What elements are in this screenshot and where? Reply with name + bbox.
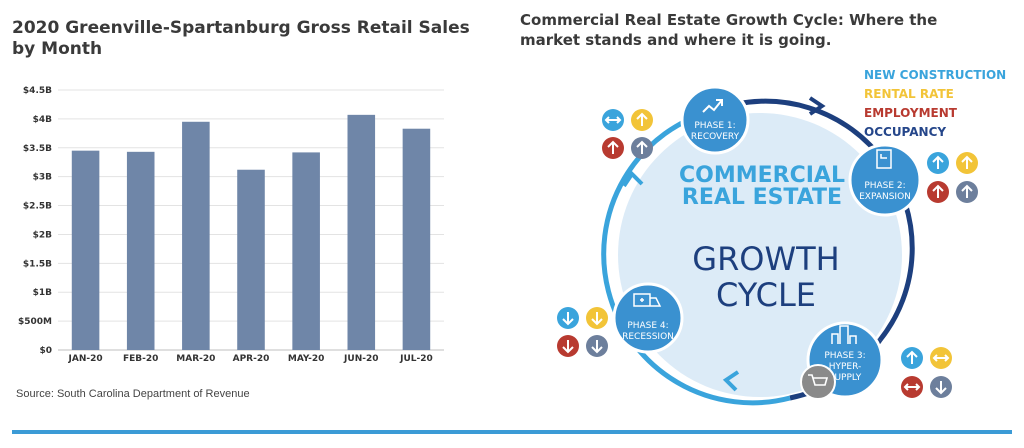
left-right-arrow-icon xyxy=(903,383,921,391)
bar-jul-20 xyxy=(402,128,431,350)
center-line-4: CYCLE xyxy=(716,276,816,314)
y-tick-label: $1.5B xyxy=(23,259,52,269)
up-arrow-icon xyxy=(932,155,944,169)
cart-icon-badge xyxy=(800,364,836,400)
phase-1-recovery: PHASE 1: RECOVERY xyxy=(680,85,750,155)
legend-employment: EMPLOYMENT xyxy=(864,106,957,120)
x-tick-label: JAN-20 xyxy=(68,354,103,364)
cycle-arrow-left xyxy=(622,170,644,188)
buildings-icon xyxy=(831,325,857,344)
y-tick-label: $3B xyxy=(33,173,53,183)
cart-icon xyxy=(808,374,829,386)
svg-text:PHASE 1:: PHASE 1: xyxy=(694,121,735,131)
bottom-accent-bar xyxy=(12,430,1012,434)
down-arrow-icon xyxy=(562,312,574,326)
source-note: Source: South Carolina Department of Rev… xyxy=(16,388,250,400)
y-tick-label: $2.5B xyxy=(23,202,52,212)
x-tick-label: MAY-20 xyxy=(288,354,325,364)
y-tick-label: $1B xyxy=(33,288,53,298)
down-arrow-icon xyxy=(935,381,947,395)
x-tick-label: JUL-20 xyxy=(399,354,433,364)
up-arrow-icon xyxy=(961,155,973,169)
indicator-legend: NEW CONSTRUCTION RENTAL RATE EMPLOYMENT … xyxy=(864,66,1006,142)
up-arrow-icon xyxy=(906,350,918,364)
down-arrow-icon xyxy=(591,312,603,326)
legend-occupancy: OCCUPANCY xyxy=(864,125,947,139)
bar-may-20 xyxy=(292,152,320,350)
cycle-arrow-bottom xyxy=(722,370,740,392)
cycle-ring-light xyxy=(601,107,791,406)
down-arrow-icon xyxy=(591,340,603,354)
x-tick-label: JUN-20 xyxy=(343,354,378,364)
bar-jun-20 xyxy=(347,114,376,350)
phase-4-indicators xyxy=(557,307,608,357)
phase-2-expansion: PHASE 2: EXPANSION xyxy=(848,143,922,217)
x-tick-label: MAR-20 xyxy=(176,354,215,364)
svg-text:SUPPLY: SUPPLY xyxy=(829,373,862,383)
svg-text:EXPANSION: EXPANSION xyxy=(859,192,911,202)
y-tick-label: $3.5B xyxy=(23,144,52,154)
left-right-arrow-icon xyxy=(604,116,622,124)
phase-3-indicators xyxy=(901,347,952,398)
cycle-arrow-top xyxy=(808,96,826,116)
svg-text:HYPER-: HYPER- xyxy=(829,362,862,372)
y-tick-label: $500M xyxy=(18,317,52,327)
bar-mar-20 xyxy=(182,121,210,351)
center-line-2: REAL ESTATE xyxy=(682,185,842,210)
svg-text:RECOVERY: RECOVERY xyxy=(691,132,740,142)
retail-sales-bar-chart: $0$500M$1B$1.5B$2B$2.5B$3B$3.5B$4B$4.5B … xyxy=(18,86,444,364)
bar-jan-20 xyxy=(71,150,100,350)
down-arrow-icon xyxy=(562,340,574,354)
phase-3-hypersupply: PHASE 3: HYPER- SUPPLY xyxy=(800,321,884,400)
svg-text:RECESSION: RECESSION xyxy=(622,332,674,342)
legend-new-construction: NEW CONSTRUCTION xyxy=(864,68,1007,82)
cycle-title: Commercial Real Estate Growth Cycle: Whe… xyxy=(520,11,938,49)
y-tick-label: $4B xyxy=(33,115,53,125)
up-arrow-icon xyxy=(636,112,648,126)
bar-apr-20 xyxy=(237,169,265,350)
up-arrow-icon xyxy=(961,184,973,198)
phase-4-recession: PHASE 4: RECESSION xyxy=(612,282,684,354)
y-tick-label: $0 xyxy=(39,346,52,356)
y-tick-label: $2B xyxy=(33,230,53,240)
x-tick-label: FEB-20 xyxy=(123,354,158,364)
center-line-1: COMMERCIAL xyxy=(679,163,845,188)
x-tick-label: APR-20 xyxy=(233,354,270,364)
chart-title: 2020 Greenville-Spartanburg Gross Retail… xyxy=(12,18,470,59)
up-arrow-icon xyxy=(932,184,944,198)
blueprint-icon xyxy=(876,149,892,169)
phase-2-indicators xyxy=(927,152,978,203)
y-tick-label: $4.5B xyxy=(23,86,52,96)
center-line-3: GROWTH xyxy=(692,240,839,278)
growth-cycle-diagram: COMMERCIAL REAL ESTATE GROWTH CYCLE PHAS… xyxy=(557,85,978,406)
up-arrow-icon xyxy=(636,140,648,154)
legend-rental-rate: RENTAL RATE xyxy=(864,87,954,101)
svg-text:PHASE 3:: PHASE 3: xyxy=(824,351,865,361)
ambulance-icon xyxy=(633,293,662,307)
up-arrow-icon xyxy=(607,140,619,154)
phase-1-indicators xyxy=(602,109,653,159)
svg-text:PHASE 2:: PHASE 2: xyxy=(864,181,905,191)
left-right-arrow-icon xyxy=(932,354,950,362)
chart-up-icon xyxy=(702,99,723,113)
bar-feb-20 xyxy=(126,151,155,350)
svg-text:PHASE 4:: PHASE 4: xyxy=(627,321,668,331)
